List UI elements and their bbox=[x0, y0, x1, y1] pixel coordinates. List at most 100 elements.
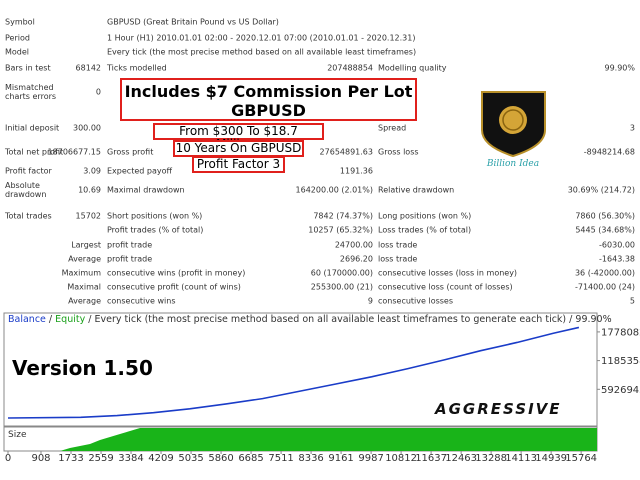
commission-box: Includes $7 Commission Per Lot GBPUSD bbox=[120, 78, 417, 121]
row-value: 15702 bbox=[75, 211, 101, 221]
field-label: Expected payoff bbox=[107, 166, 172, 176]
size-bars bbox=[60, 428, 597, 451]
row-label: Absolute drawdown bbox=[5, 181, 47, 199]
legend-separator: / bbox=[569, 314, 573, 325]
profit-factor-box: Profit Factor 3 bbox=[192, 156, 285, 173]
row-value: Maximum bbox=[61, 268, 101, 278]
legend-separator: / bbox=[88, 314, 92, 325]
field-value: 3 bbox=[629, 123, 635, 133]
x-tick-label: 3384 bbox=[118, 453, 143, 464]
field-label: loss trade bbox=[378, 254, 418, 264]
field-value: 7860 (56.30%) bbox=[575, 211, 635, 221]
row-label: Initial deposit bbox=[5, 123, 60, 133]
row-label: Symbol bbox=[5, 17, 35, 27]
balance-line bbox=[7, 326, 580, 419]
y-tick-label: 1185358 bbox=[601, 356, 640, 367]
field-value: 5 bbox=[629, 296, 635, 306]
field-value: -1643.38 bbox=[599, 254, 635, 264]
row-value: GBPUSD (Great Britain Pound vs US Dollar… bbox=[107, 17, 279, 27]
row-value: Largest bbox=[71, 240, 101, 250]
commission-text: Includes $7 Commission Per Lot bbox=[124, 82, 413, 101]
x-tick-label: 11637 bbox=[415, 453, 447, 464]
field-value: 207488854 bbox=[327, 63, 373, 73]
field-value: 10257 (65.32%) bbox=[308, 225, 373, 235]
x-tick-label: 908 bbox=[31, 453, 50, 464]
x-tick-label: 9987 bbox=[358, 453, 383, 464]
x-tick-label: 12463 bbox=[445, 453, 477, 464]
field-label: loss trade bbox=[378, 240, 418, 250]
row-label: Bars in test bbox=[5, 63, 51, 73]
pair-text: GBPUSD bbox=[231, 101, 306, 120]
mode-badge: AGGRESSIVE bbox=[434, 400, 562, 418]
x-tick-label: 4209 bbox=[148, 453, 173, 464]
x-tick-label: 14939 bbox=[535, 453, 567, 464]
field-value: 2696.20 bbox=[339, 254, 373, 264]
field-value: 7842 (74.37%) bbox=[313, 211, 373, 221]
x-tick-label: 13288 bbox=[475, 453, 507, 464]
plot-frame bbox=[3, 312, 598, 427]
x-tick-label: 2559 bbox=[88, 453, 113, 464]
field-value: 24700.00 bbox=[334, 240, 373, 250]
row-value: 18706677.15 bbox=[47, 147, 101, 157]
row-value: 1 Hour (H1) 2010.01.01 02:00 - 2020.12.0… bbox=[107, 33, 416, 43]
field-label: Spread bbox=[378, 123, 407, 133]
row-value: Maximal bbox=[67, 282, 101, 292]
x-tick-label: 1733 bbox=[58, 453, 83, 464]
field-label: Gross profit bbox=[107, 147, 154, 157]
x-tick-label: 0 bbox=[5, 453, 11, 464]
row-label: Model bbox=[5, 47, 30, 57]
field-label: consecutive profit (count of wins) bbox=[107, 282, 241, 292]
logo-name: Billion Idea bbox=[486, 159, 539, 169]
legend-separator: / bbox=[49, 314, 53, 325]
x-tick-label: 5035 bbox=[178, 453, 203, 464]
field-label: Gross loss bbox=[378, 147, 419, 157]
field-label: consecutive wins bbox=[107, 296, 176, 306]
field-value: 36 (-42000.00) bbox=[574, 268, 635, 278]
field-label: consecutive loss (count of losses) bbox=[378, 282, 513, 292]
field-value: -71400.00 (24) bbox=[574, 282, 635, 292]
x-tick-label: 9161 bbox=[328, 453, 353, 464]
field-label: Maximal drawdown bbox=[107, 185, 185, 195]
field-label: Modelling quality bbox=[378, 63, 447, 73]
field-label: Long positions (won %) bbox=[378, 211, 472, 221]
legend: Balance / Equity / Every tick (the most … bbox=[8, 314, 612, 325]
row-value: 68142 bbox=[75, 63, 101, 73]
field-label: profit trade bbox=[107, 254, 153, 264]
field-value: 255300.00 (21) bbox=[310, 282, 373, 292]
row-value: 300.00 bbox=[73, 123, 101, 133]
row-label: Mismatched charts errors bbox=[5, 83, 57, 101]
field-label: Loss trades (% of total) bbox=[378, 225, 472, 235]
field-value: 30.69% (214.72) bbox=[567, 185, 635, 195]
row-label: Total net profit bbox=[5, 147, 64, 157]
y-tick-label: 1778082 bbox=[601, 327, 640, 338]
plot: 5926943 1185358 1778082 0 908 1733 2559 3384 420… bbox=[5, 326, 640, 464]
field-value: -6030.00 bbox=[599, 240, 635, 250]
field-value: 5445 (34.68%) bbox=[575, 225, 635, 235]
row-value: Average bbox=[68, 254, 101, 264]
field-label: consecutive wins (profit in money) bbox=[107, 268, 246, 278]
row-label: Total trades bbox=[5, 211, 52, 221]
field-value: 27654891.63 bbox=[319, 147, 373, 157]
field-label: Ticks modelled bbox=[107, 63, 167, 73]
quality: 99.90% bbox=[575, 314, 611, 325]
row-value: 3.09 bbox=[83, 166, 101, 176]
field-label: Profit trades (% of total) bbox=[107, 225, 204, 235]
size-label: Size bbox=[8, 430, 27, 440]
chart-subtitle: Every tick (the most precise method base… bbox=[94, 314, 566, 325]
y-tick-label: 5926943 bbox=[601, 385, 640, 396]
legend-equity: Equity bbox=[55, 314, 85, 325]
field-value: 99.90% bbox=[604, 63, 635, 73]
row-value: Every tick (the most precise method base… bbox=[107, 47, 417, 57]
logo-coin-ring bbox=[502, 109, 524, 131]
x-tick-label: 14113 bbox=[505, 453, 537, 464]
x-tick-label: 6685 bbox=[238, 453, 263, 464]
field-value: 164200.00 (2.01%) bbox=[295, 185, 373, 195]
logo: Billion Idea bbox=[481, 91, 546, 169]
years-box: 10 Years On GBPUSD bbox=[173, 140, 304, 157]
x-tick-label: 7511 bbox=[268, 453, 293, 464]
field-label: Relative drawdown bbox=[378, 185, 455, 195]
field-value: 1191.36 bbox=[339, 166, 373, 176]
x-tick-label: 10812 bbox=[385, 453, 417, 464]
